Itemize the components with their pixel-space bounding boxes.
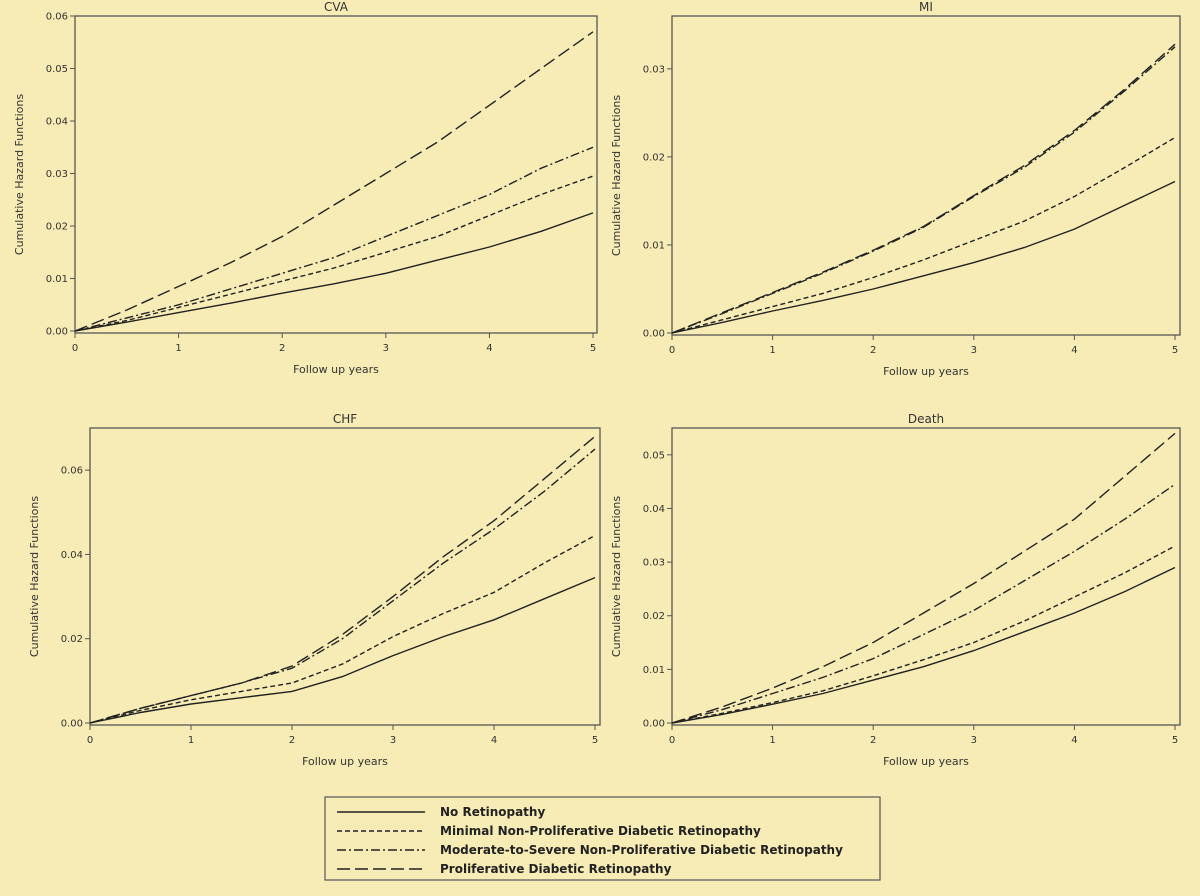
plot-frame bbox=[671, 15, 1181, 336]
y-tick-label: 0.00 bbox=[61, 719, 83, 730]
y-tick-label: 0.00 bbox=[643, 719, 665, 730]
legend-label: Moderate-to-Severe Non-Proliferative Dia… bbox=[440, 843, 843, 857]
x-tick-label: 3 bbox=[390, 735, 396, 746]
plot-frame bbox=[74, 15, 598, 334]
x-axis-label: Follow up years bbox=[302, 755, 388, 768]
x-tick-label: 0 bbox=[87, 735, 93, 746]
legend-label: Proliferative Diabetic Retinopathy bbox=[440, 862, 672, 876]
y-tick-label: 0.02 bbox=[61, 634, 83, 645]
series-line-dash-dot bbox=[74, 146, 594, 332]
x-tick-label: 5 bbox=[1172, 345, 1178, 356]
y-tick-label: 0.00 bbox=[643, 329, 665, 340]
x-tick-label: 3 bbox=[971, 735, 977, 746]
series-line-solid bbox=[74, 212, 594, 332]
legend: No Retinopathy Minimal Non-Proliferative … bbox=[324, 796, 881, 881]
x-axis-label: Follow up years bbox=[883, 365, 969, 378]
series-line-solid bbox=[671, 180, 1176, 334]
y-tick-label: 0.01 bbox=[46, 274, 68, 285]
series-line-long-dash bbox=[671, 432, 1176, 724]
x-tick-label: 2 bbox=[279, 343, 285, 354]
x-tick-label: 1 bbox=[769, 735, 775, 746]
series-line-long-dash bbox=[671, 43, 1176, 334]
x-tick-label: 3 bbox=[383, 343, 389, 354]
plot-frame bbox=[671, 427, 1181, 726]
x-tick-label: 4 bbox=[1071, 345, 1077, 356]
y-tick-label: 0.01 bbox=[643, 665, 665, 676]
series-line-long-dash bbox=[74, 31, 594, 332]
x-tick-label: 0 bbox=[669, 735, 675, 746]
x-tick-label: 2 bbox=[289, 735, 295, 746]
x-tick-label: 5 bbox=[1172, 735, 1178, 746]
y-tick-label: 0.04 bbox=[61, 550, 83, 561]
panel-title: Death bbox=[908, 412, 944, 426]
legend-box bbox=[324, 796, 881, 881]
series-line-short-dash bbox=[89, 534, 596, 724]
y-tick-label: 0.04 bbox=[643, 504, 665, 515]
panel-title: MI bbox=[919, 0, 933, 14]
y-axis-label: Cumulative Hazard Functions bbox=[28, 496, 41, 657]
y-axis-label: Cumulative Hazard Functions bbox=[13, 94, 26, 255]
x-axis-label: Follow up years bbox=[883, 755, 969, 768]
panel-title: CVA bbox=[324, 0, 349, 14]
panel-death: Death Follow up years Cumulative Hazard Fu… bbox=[610, 412, 1181, 768]
series-line-solid bbox=[671, 566, 1176, 724]
legend-label: No Retinopathy bbox=[440, 805, 545, 819]
y-tick-label: 0.06 bbox=[46, 12, 68, 23]
y-axis-label: Cumulative Hazard Functions bbox=[610, 496, 623, 657]
x-tick-label: 1 bbox=[175, 343, 181, 354]
legend-label: Minimal Non-Proliferative Diabetic Retin… bbox=[440, 824, 761, 838]
series-line-long-dash bbox=[89, 435, 596, 724]
y-tick-label: 0.02 bbox=[643, 152, 665, 163]
y-tick-label: 0.05 bbox=[643, 450, 665, 461]
y-tick-label: 0.03 bbox=[46, 169, 68, 180]
series-line-dash-dot bbox=[671, 46, 1176, 334]
panel-cva: CVA Follow up years Cumulative Hazard Func… bbox=[13, 0, 598, 376]
y-tick-label: 0.03 bbox=[643, 64, 665, 75]
series-line-short-dash bbox=[74, 175, 594, 332]
y-tick-label: 0.02 bbox=[46, 222, 68, 233]
x-tick-label: 1 bbox=[188, 735, 194, 746]
x-tick-label: 5 bbox=[590, 343, 596, 354]
x-tick-label: 0 bbox=[72, 343, 78, 354]
x-tick-label: 5 bbox=[592, 735, 598, 746]
panel-chf: CHF Follow up years Cumulative Hazard Func… bbox=[28, 412, 601, 768]
series-line-short-dash bbox=[671, 545, 1176, 724]
y-tick-label: 0.02 bbox=[643, 611, 665, 622]
y-tick-label: 0.06 bbox=[61, 466, 83, 477]
y-axis-label: Cumulative Hazard Functions bbox=[610, 95, 623, 256]
series-line-solid bbox=[89, 576, 596, 724]
y-tick-label: 0.01 bbox=[643, 240, 665, 251]
y-tick-label: 0.04 bbox=[46, 117, 68, 128]
series-line-dash-dot bbox=[671, 483, 1176, 724]
plot-frame bbox=[89, 427, 601, 726]
y-tick-label: 0.05 bbox=[46, 64, 68, 75]
x-tick-label: 2 bbox=[870, 345, 876, 356]
x-tick-label: 3 bbox=[971, 345, 977, 356]
x-tick-label: 0 bbox=[669, 345, 675, 356]
panel-mi: MI Follow up years Cumulative Hazard Funct… bbox=[610, 0, 1181, 378]
y-tick-label: 0.00 bbox=[46, 327, 68, 338]
x-tick-label: 4 bbox=[486, 343, 492, 354]
panel-title: CHF bbox=[333, 412, 357, 426]
x-axis-label: Follow up years bbox=[293, 363, 379, 376]
x-tick-label: 4 bbox=[491, 735, 497, 746]
y-tick-label: 0.03 bbox=[643, 558, 665, 569]
x-tick-label: 1 bbox=[769, 345, 775, 356]
x-tick-label: 2 bbox=[870, 735, 876, 746]
series-line-dash-dot bbox=[89, 448, 596, 724]
x-tick-label: 4 bbox=[1071, 735, 1077, 746]
